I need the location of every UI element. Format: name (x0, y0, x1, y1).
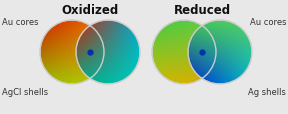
Text: Au cores: Au cores (2, 18, 39, 27)
Text: Oxidized: Oxidized (61, 4, 119, 17)
Text: Ag shells: Ag shells (248, 87, 286, 96)
Text: Reduced: Reduced (173, 4, 231, 17)
Text: Au cores: Au cores (249, 18, 286, 27)
Text: AgCl shells: AgCl shells (2, 87, 48, 96)
